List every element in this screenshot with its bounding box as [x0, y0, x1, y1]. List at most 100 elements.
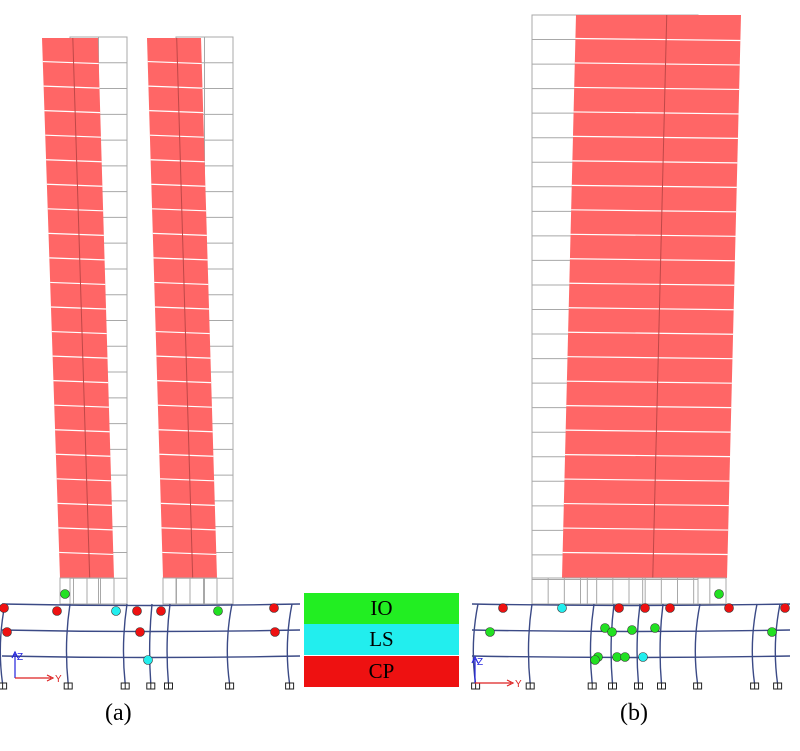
wall-a-left-floor — [57, 502, 112, 506]
wall-b-floor — [568, 307, 734, 311]
wall-a-right-floor — [151, 183, 206, 187]
column-b-1 — [527, 603, 533, 685]
wall-b-floor — [572, 135, 738, 139]
wall-b-floor — [570, 233, 736, 237]
beam-b-2 — [471, 655, 791, 659]
wall-b-floor — [568, 331, 734, 335]
support-a-0 — [0, 682, 8, 690]
wall-b-floor — [564, 478, 730, 482]
column-b-0 — [472, 603, 479, 685]
wall-b-floor — [571, 209, 737, 213]
wall-a-left-floor — [59, 551, 114, 556]
column-b-6 — [694, 603, 701, 685]
b-hinge-io — [612, 652, 622, 662]
legend-ls-label: LS — [369, 627, 394, 651]
wall-a-right-floor — [149, 110, 204, 114]
a-hinge-cp — [52, 606, 62, 616]
wall-a-right-floor — [149, 134, 204, 138]
wall-b-floor — [563, 527, 729, 531]
legend-cp-label: CP — [368, 659, 395, 683]
wall-a-right-floor — [159, 453, 214, 457]
beam-a-1 — [1, 629, 301, 633]
plastic-hinges — [0, 589, 790, 665]
b-hinge-io — [627, 625, 637, 635]
wall-a-right-floor — [160, 502, 215, 506]
a-hinge-io — [60, 589, 70, 599]
wall-b — [562, 15, 741, 578]
a-hinge-ls — [143, 655, 153, 665]
wall-b-floor — [574, 86, 740, 91]
b-hinge-io — [650, 623, 660, 633]
axes-b-z-arrow — [471, 655, 479, 664]
a-hinge-cp — [270, 627, 280, 637]
column-b-2 — [589, 603, 595, 685]
wall-a-right-floor — [162, 551, 217, 556]
wall-a-left-floor — [53, 380, 109, 384]
a-hinge-cp — [2, 627, 12, 637]
axes-a-z-arrow — [11, 650, 19, 659]
caption-a: (a) — [105, 700, 132, 726]
wall-a-right-floor — [152, 208, 207, 212]
b-hinge-ls — [638, 652, 648, 662]
column-a-4 — [166, 603, 171, 685]
column-a-2 — [122, 603, 128, 685]
b-hinge-cp — [498, 603, 508, 613]
wall-a-right-floor — [155, 330, 210, 335]
b-hinge-ls — [557, 603, 567, 613]
wall-b-floor — [563, 502, 729, 507]
legend-ls: LS — [304, 624, 459, 655]
b-hinge-io — [767, 627, 777, 637]
a-hinge-cp — [132, 606, 142, 616]
wall-a-left-floor — [45, 134, 101, 138]
wall-a-right-floor — [160, 478, 215, 482]
wall-a-left-floor — [52, 355, 108, 359]
a-hinge-ls — [111, 606, 121, 616]
axes-b-y-label: Y — [515, 679, 522, 690]
b-hinge-cp — [665, 603, 675, 613]
column-a-6 — [286, 603, 293, 685]
a-hinge-cp — [0, 603, 9, 613]
wall-a-right-column — [176, 37, 194, 579]
wall-a-left-floor — [44, 110, 101, 114]
wall-b-floor — [569, 282, 735, 286]
b-hinge-cp — [724, 603, 734, 613]
wall-b-floor — [575, 37, 741, 42]
b-hinge-io — [590, 655, 600, 665]
wall-a-right-floor — [147, 60, 202, 65]
a-hinge-cp — [156, 606, 166, 616]
wall-a-right-floor — [157, 404, 212, 408]
column-a-3 — [148, 603, 153, 685]
wall-a-right-floor — [150, 159, 205, 163]
b-hinge-cp — [640, 603, 650, 613]
a-hinge-cp — [269, 603, 279, 613]
wall-b-floor — [571, 184, 737, 188]
shear-walls — [42, 14, 741, 579]
column-b-4 — [636, 603, 641, 685]
wall-a-left-floor — [48, 232, 104, 236]
wall-a-left-floor — [51, 330, 107, 335]
column-a-1 — [65, 603, 71, 685]
column-b-3 — [610, 603, 615, 685]
wall-a-left-floor — [50, 281, 106, 286]
wall-b-floor — [565, 454, 731, 458]
wall-a-right-floor — [153, 257, 208, 261]
wall-a-left-floor — [43, 85, 100, 89]
legend-io-label: IO — [370, 596, 393, 620]
wall-b-floor — [567, 356, 733, 360]
column-b-8 — [774, 603, 781, 685]
wall-a-left-floor — [58, 527, 113, 531]
wall-a-left-floor — [50, 306, 107, 310]
legend-cp: CP — [304, 656, 459, 687]
wall-a-left-floor — [56, 478, 112, 482]
wall-b-floor — [573, 111, 739, 115]
axes-a-y-label: Y — [55, 674, 62, 685]
wall-b-floor — [569, 258, 735, 262]
a-hinge-cp — [135, 627, 145, 637]
wall-a-left-floor — [46, 159, 102, 163]
wall-a-right-floor — [156, 355, 211, 359]
wall-a-left-column — [72, 37, 91, 579]
wall-a-right-floor — [157, 380, 212, 384]
wall-a-right-floor — [161, 527, 216, 531]
wall-a-left-floor — [46, 183, 103, 187]
